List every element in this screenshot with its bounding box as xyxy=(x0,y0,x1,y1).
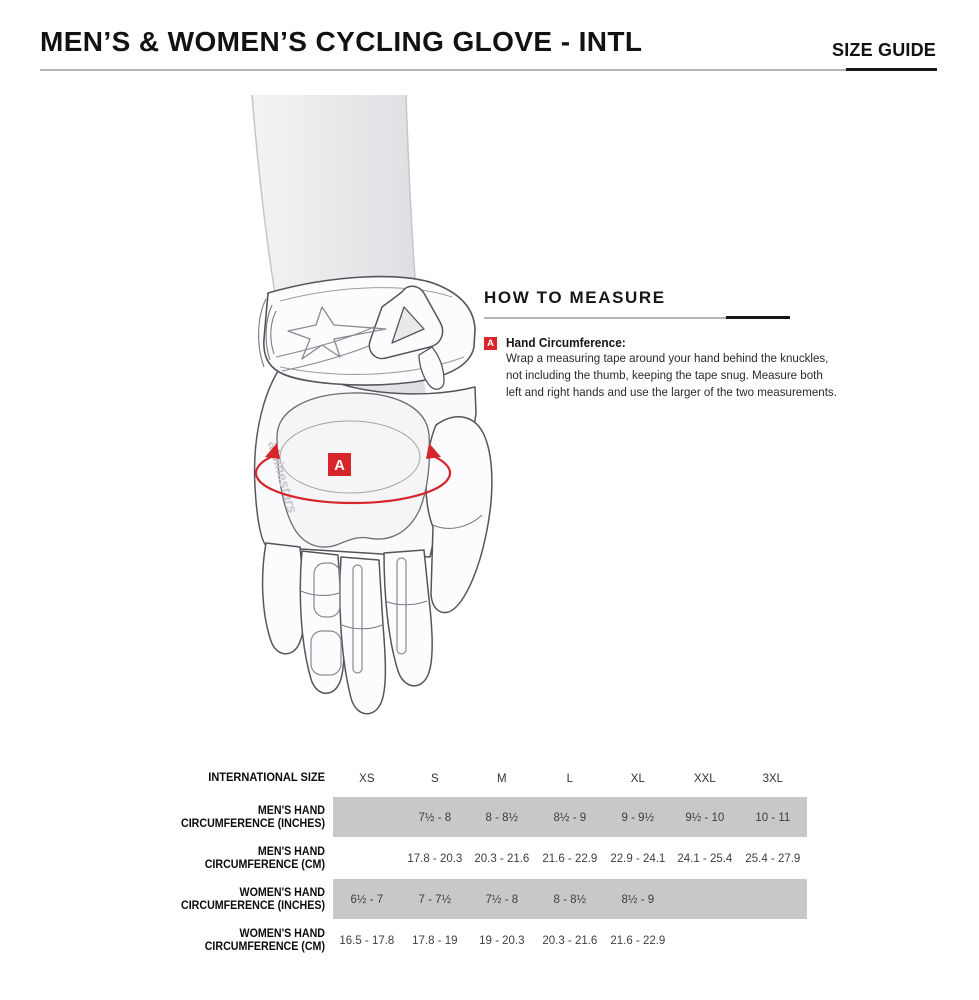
table-row-mens-inches: MEN'S HAND CIRCUMFERENCE (INCHES) 7½ - 8… xyxy=(40,797,810,837)
table-cell: 24.1 - 25.4 xyxy=(677,851,733,865)
svg-text:A: A xyxy=(334,457,345,474)
col-header-xs: XS xyxy=(359,770,375,785)
fingers xyxy=(261,542,433,715)
measure-line-1: Wrap a measuring tape around your hand b… xyxy=(506,351,829,365)
table-cell: 16.5 - 17.8 xyxy=(339,933,395,947)
col-header-m: M xyxy=(497,770,507,785)
table-cell: 8½ - 9 xyxy=(621,892,654,906)
size-table: INTERNATIONAL SIZE XS S M L XL XXL 3XL M… xyxy=(40,758,810,961)
col-header-xl: XL xyxy=(630,770,645,785)
col-header-3xl: 3XL xyxy=(762,770,784,785)
table-cell: 21.6 - 22.9 xyxy=(542,851,598,865)
table-cell: 25.4 - 27.9 xyxy=(745,851,801,865)
table-cell: 9½ - 10 xyxy=(685,810,725,824)
row-label-line1: MEN'S HAND xyxy=(257,803,325,817)
marker-a-badge: A xyxy=(484,337,497,350)
page-title: MEN’S & WOMEN’S CYCLING GLOVE - INTL xyxy=(40,26,643,57)
measure-line-3: left and right hands and use the larger … xyxy=(506,385,837,399)
table-row-womens-cm: WOMEN'S HAND CIRCUMFERENCE (CM) 16.5 - 1… xyxy=(40,919,810,961)
table-cell: 22.9 - 24.1 xyxy=(610,851,666,865)
measure-line-2: not including the thumb, keeping the tap… xyxy=(506,368,823,382)
strap-buckle xyxy=(368,285,445,390)
table-cell: 20.3 - 21.6 xyxy=(474,851,530,865)
measure-item-hand-circumference: A Hand Circumference: Wrap a measuring t… xyxy=(484,336,837,401)
how-to-measure-heading: HOW TO MEASURE xyxy=(484,288,666,307)
col-header-xxl: XXL xyxy=(694,770,717,785)
row-label-line2: CIRCUMFERENCE (CM) xyxy=(204,858,325,871)
table-cell: 21.6 - 22.9 xyxy=(610,933,666,947)
how-to-measure-section: HOW TO MEASURE A Hand Circumference: Wra… xyxy=(484,288,837,401)
row-label-line1: MEN'S HAND xyxy=(257,844,325,858)
table-cell: 17.8 - 20.3 xyxy=(407,851,462,865)
table-cell: 20.3 - 21.6 xyxy=(542,933,598,947)
table-row-mens-cm: MEN'S HAND CIRCUMFERENCE (CM) 17.8 - 20.… xyxy=(40,837,810,879)
col-header-l: L xyxy=(566,770,574,785)
table-cell: 17.8 - 19 xyxy=(411,933,458,947)
glove-diagram-svg: alpinestars A xyxy=(251,94,493,715)
measurement-marker-a: A xyxy=(328,453,351,476)
thumb xyxy=(425,416,493,614)
size-guide-badge: SIZE GUIDE xyxy=(831,40,936,60)
table-cell: 19 - 20.3 xyxy=(479,933,525,947)
knuckle-pad xyxy=(276,392,431,548)
row-label-line2: CIRCUMFERENCE (INCHES) xyxy=(181,899,325,912)
measurement-ellipse xyxy=(254,443,452,505)
how-to-measure-divider xyxy=(484,316,790,319)
arrowhead-right xyxy=(426,443,441,459)
header-divider xyxy=(40,68,937,71)
table-cell: 8½ - 9 xyxy=(553,810,587,824)
star-logo xyxy=(287,306,387,360)
row-label-line2: CIRCUMFERENCE (CM) xyxy=(204,940,325,953)
col-header-s: S xyxy=(430,770,439,785)
finger-pads xyxy=(310,557,407,676)
row-label-line1: WOMEN'S HAND xyxy=(239,885,325,899)
glove-illustration: alpinestars A xyxy=(180,94,520,765)
table-header-label: INTERNATIONAL SIZE xyxy=(208,769,325,784)
table-cell: 10 - 11 xyxy=(755,810,791,824)
table-cell: 7½ - 8 xyxy=(418,810,451,824)
row-label-line1: WOMEN'S HAND xyxy=(239,926,325,940)
table-cell: 7 - 7½ xyxy=(418,892,451,906)
table-cell: 9 - 9½ xyxy=(621,810,654,824)
table-header-row: INTERNATIONAL SIZE XS S M L XL XXL 3XL xyxy=(40,758,810,797)
table-cell: 7½ - 8 xyxy=(485,892,519,906)
table-cell: 8 - 8½ xyxy=(553,892,587,906)
measure-label: Hand Circumference: xyxy=(506,336,626,350)
row-label-line2: CIRCUMFERENCE (INCHES) xyxy=(181,817,325,830)
table-cell: 6½ - 7 xyxy=(350,892,384,906)
table-row-womens-inches: WOMEN'S HAND CIRCUMFERENCE (INCHES) 6½ -… xyxy=(40,879,810,919)
table-cell: 8 - 8½ xyxy=(485,810,519,824)
arrowhead-left xyxy=(265,443,280,459)
